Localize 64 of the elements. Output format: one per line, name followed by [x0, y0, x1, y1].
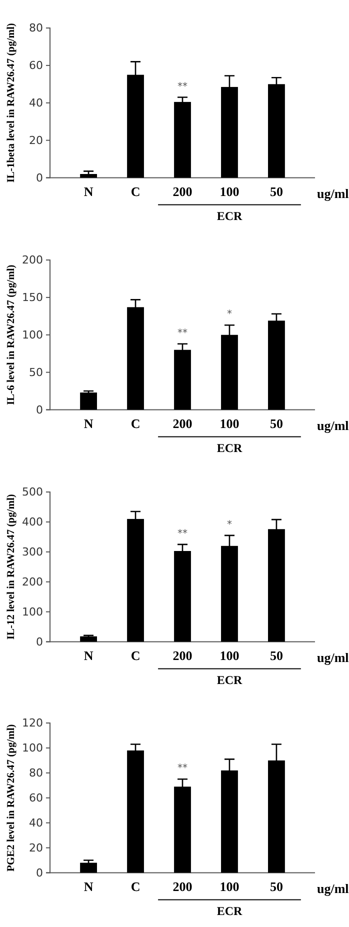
y-tick-label: 400 [22, 514, 43, 528]
text: ug/ml [317, 186, 349, 201]
text: ug/ml [317, 649, 349, 664]
x-tick-label: 50 [270, 647, 283, 662]
annotation: * [226, 518, 232, 530]
text: ECR [216, 904, 242, 918]
x-tick-label: 100 [220, 879, 240, 894]
y-tick-label: 80 [29, 766, 43, 780]
annotation: ** [178, 528, 188, 539]
x-tick-label: C [130, 184, 140, 199]
y-tick-label: 20 [29, 842, 43, 855]
x-tick-label: 100 [220, 416, 240, 431]
annotation: ** [178, 328, 188, 339]
y-tick-label: 200 [22, 253, 43, 266]
text: ug/ml [317, 418, 349, 432]
y-tick-label: 0 [36, 171, 43, 184]
annotation: ** [178, 763, 188, 774]
x-tick-label: 50 [270, 416, 283, 431]
x-tick-label: 100 [220, 184, 240, 199]
bar [80, 392, 97, 410]
y-tick-label: 100 [22, 328, 43, 342]
y-tick-label: 0 [36, 403, 43, 416]
y-tick-label: 300 [22, 544, 43, 558]
x-tick-label: 200 [172, 647, 192, 662]
y-tick-label: 60 [29, 58, 43, 72]
x-tick-label: N [84, 647, 94, 662]
x-tick-label: 50 [270, 879, 283, 894]
y-tick-label: 200 [22, 574, 43, 588]
x-tick-label: 200 [172, 416, 192, 431]
y-tick-label: 50 [29, 366, 43, 379]
x-tick-label: 100 [220, 647, 240, 662]
y-axis-title: IL-12 level in RAW26.47 (pg/ml) [6, 493, 17, 640]
bar [80, 174, 97, 178]
y-tick-label: 0 [36, 866, 43, 880]
y-tick-label: 20 [29, 134, 43, 147]
x-tick-label: 200 [172, 879, 192, 894]
y-axis-title: PGE2 level in RAW26.47 (pg/ml) [6, 724, 17, 872]
y-tick-label: 120 [22, 716, 43, 730]
text: ECR [216, 440, 242, 454]
x-tick-label: C [130, 647, 140, 662]
y-tick-label: 100 [22, 604, 43, 618]
y-tick-label: 40 [29, 816, 43, 830]
text: ug/ml [317, 881, 349, 896]
y-tick-label: 80 [29, 22, 43, 35]
y-tick-label: 500 [22, 485, 43, 498]
text: ECR [216, 208, 242, 223]
x-tick-label: N [84, 184, 94, 199]
y-axis-title: IL-6 level in RAW26.47 (pg/ml) [6, 264, 17, 405]
y-tick-label: 0 [36, 634, 43, 648]
annotation: ** [178, 81, 188, 92]
x-tick-label: N [84, 416, 94, 431]
x-tick-label: C [130, 416, 140, 431]
y-tick-label: 40 [29, 96, 43, 110]
x-tick-label: C [130, 879, 140, 894]
x-tick-label: 200 [172, 184, 192, 199]
text: ECR [216, 672, 242, 686]
y-tick-label: 100 [22, 742, 43, 755]
y-tick-label: 150 [22, 290, 43, 304]
y-axis-title: IL-1beta level in RAW26.47 (pg/ml) [6, 22, 17, 183]
bar [80, 863, 97, 873]
y-tick-label: 60 [29, 792, 43, 805]
x-tick-label: N [84, 879, 94, 894]
x-tick-label: 50 [270, 184, 283, 199]
annotation: * [226, 308, 232, 320]
